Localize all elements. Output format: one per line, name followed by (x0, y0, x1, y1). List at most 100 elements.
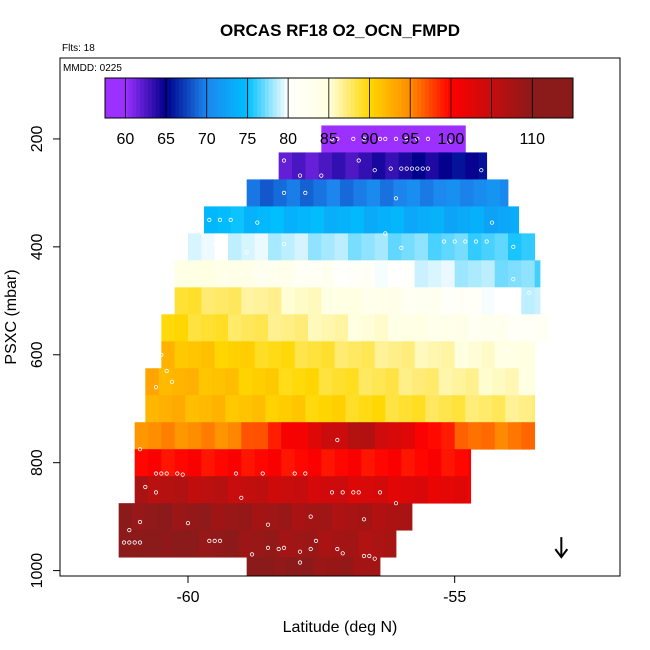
heatmap-cell (412, 395, 426, 423)
sample-point (393, 196, 399, 201)
heatmap-cell (521, 341, 536, 369)
heatmap-cell (361, 125, 376, 153)
y-tick-label: 800 (29, 449, 46, 476)
heatmap-cell (534, 314, 549, 342)
heatmap-cell (508, 287, 522, 315)
sample-point (329, 490, 335, 495)
heatmap-cell (441, 287, 456, 315)
heatmap-cell (214, 476, 229, 504)
heatmap-cell (494, 314, 509, 342)
sample-point (265, 545, 271, 551)
colorbar-segment (288, 78, 293, 118)
heatmap-cell (508, 260, 522, 288)
colorbar-frame (104, 77, 574, 119)
heatmap-cell (454, 314, 469, 342)
chart-title: ORCAS RF18 O2_OCN_FMPD (220, 21, 460, 40)
heatmap-cell (260, 557, 274, 577)
colorbar-segment (358, 78, 363, 118)
sample-point (164, 368, 169, 374)
colorbar-segment (424, 78, 430, 118)
sample-point (505, 347, 511, 352)
sample-point (239, 495, 244, 500)
sample-point (164, 471, 169, 476)
heatmap-cell (446, 179, 461, 207)
sample-point (441, 239, 447, 244)
heatmap-cell (345, 152, 360, 180)
heatmap-cell (324, 206, 338, 234)
sample-point (159, 471, 164, 476)
sample-point (249, 271, 255, 276)
heatmap-cell (492, 368, 506, 396)
colorbar-segment (483, 78, 488, 118)
heatmap-cell (494, 287, 509, 315)
colorbar-segment (307, 78, 313, 118)
colorbar-segment (475, 78, 480, 118)
heatmap-cell (201, 287, 216, 315)
heatmap-cell (198, 503, 213, 531)
heatmap-cell (478, 152, 488, 180)
heatmap-cell (414, 476, 429, 504)
heatmap-cell (457, 206, 472, 234)
heatmap-cell (148, 449, 162, 477)
heatmap-cell (228, 422, 242, 450)
colorbar-segment (233, 78, 239, 118)
heatmap-cell (414, 287, 429, 315)
sample-point (308, 546, 313, 552)
heatmap-cell (212, 503, 226, 531)
heatmap-cell (468, 314, 482, 342)
colorbar-segment (264, 78, 270, 118)
sample-point (511, 277, 516, 282)
sample-point (153, 384, 159, 390)
heatmap-cell (468, 287, 482, 315)
heatmap-cell (398, 152, 413, 180)
colorbar-tick-label: 100 (438, 131, 465, 148)
heatmap-cell (361, 233, 376, 261)
y-axis-label: PSXC (mbar) (3, 269, 20, 364)
heatmap-cell (158, 368, 173, 396)
heatmap-cell (332, 368, 346, 396)
heatmap-cell (326, 179, 341, 207)
heatmap-cell (188, 233, 202, 261)
sample-point (383, 136, 388, 141)
heatmap-cell (428, 449, 442, 477)
heatmap-cell (321, 422, 336, 450)
heatmap-cell (441, 260, 456, 288)
flights-note: Flts: 18 (62, 43, 95, 54)
sample-point (351, 136, 356, 141)
heatmap-cell (238, 395, 253, 423)
sample-point (340, 490, 345, 495)
colorbar-segment (323, 78, 328, 118)
heatmap-cell (364, 206, 378, 234)
heatmap-cell (358, 503, 373, 531)
heatmap-cell (484, 206, 498, 234)
heatmap-cell (185, 395, 200, 423)
heatmap-cell (361, 449, 376, 477)
colorbar-segment (276, 78, 281, 118)
colorbar-segment (526, 78, 531, 118)
heatmap-cell (441, 341, 456, 369)
colorbar-segment (272, 78, 278, 118)
sample-point (452, 239, 457, 244)
sample-point (255, 220, 260, 225)
colorbar-segment (342, 78, 348, 118)
heatmap-cell (321, 260, 336, 288)
colorbar-segment (374, 78, 379, 118)
heatmap-cell (254, 287, 269, 315)
heatmap-cell (441, 476, 456, 504)
y-tick-label: 600 (29, 341, 46, 368)
heatmap-cell (348, 233, 362, 261)
heatmap-cell (388, 449, 402, 477)
heatmap-cell (292, 530, 306, 558)
heatmap-cell (172, 368, 186, 396)
heatmap-cell (532, 368, 536, 396)
heatmap-cell (388, 233, 402, 261)
colorbar-segment (502, 78, 508, 118)
heatmap-cell (444, 206, 458, 234)
colorbar-segment (335, 78, 340, 118)
heatmap-cell (374, 314, 389, 342)
colorbar-tick-label: 95 (401, 131, 419, 148)
colorbar-segment (514, 78, 519, 118)
heatmap-cell (441, 314, 456, 342)
heatmap-cell (294, 341, 309, 369)
sample-point (489, 220, 495, 225)
